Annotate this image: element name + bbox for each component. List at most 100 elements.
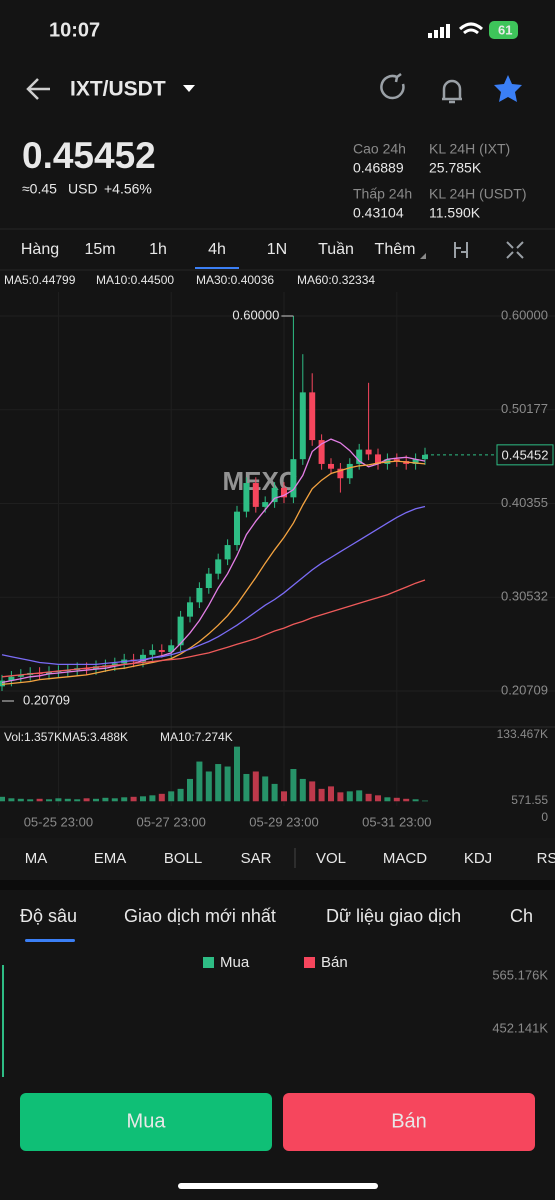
x-tick-label: 05-29 23:00 [249,814,318,829]
back-button[interactable] [26,78,50,100]
last-price: 0.45452 [22,135,156,176]
volume-bar [234,746,240,802]
stat-value: 0.46889 [353,160,404,176]
candle-body [337,468,344,479]
stat-label: Cao 24h [353,141,406,157]
candle-body [422,454,428,460]
home-indicator [178,1183,378,1189]
interval-tab[interactable]: 1N [267,241,287,258]
refresh-icon[interactable] [380,73,405,100]
candle-body [205,573,212,589]
volume-bar [74,799,81,802]
signal [428,24,450,38]
last-price-label: 0.45452 [502,447,549,462]
volume-bar [422,800,428,802]
wifi-icon [458,22,484,35]
interval-tab[interactable]: 15m [84,241,115,258]
status-time: 10:07 [49,19,100,41]
volume-bar [102,797,109,802]
y-tick-label: 0.60000 [501,307,548,322]
volume-tick-label: 133.467K [497,727,548,741]
depth-tick-label: 452.141K [492,1020,548,1035]
volume-bar [8,798,15,802]
volume-bar [290,769,297,802]
action-button[interactable] [283,1093,535,1151]
volume-bar [215,764,222,802]
low-marker-label: 0.20709 [23,692,70,707]
volume-bar [46,799,52,802]
volume-bar [375,795,381,802]
usd-unit: USD [68,181,98,197]
volume-bar [130,796,137,802]
ma-line [1,460,426,686]
indicator-tab[interactable]: KDJ [464,850,492,867]
legend-swatch [304,957,315,968]
candle-body [196,588,203,603]
stat-label: Thấp 24h [353,186,412,202]
volume-bar [121,797,128,802]
interval-tab[interactable]: Hàng [21,241,59,258]
section-tab[interactable]: Giao dịch mới nhất [124,906,276,926]
interval-tab[interactable]: Tuần [318,241,354,258]
y-tick-label: 0.20709 [501,682,548,697]
section-tab[interactable]: Ch [510,906,533,926]
action-button[interactable] [20,1093,272,1151]
y-tick-label: 0.30532 [501,589,548,604]
interval-tab[interactable]: 4h [208,241,226,258]
last-price-tag [496,444,554,466]
section-tab[interactable]: Dữ liệu giao dịch [326,906,461,926]
stat-label: KL 24H (USDT) [429,186,527,202]
indicator-tab[interactable]: SAR [241,850,272,867]
interval-underline [195,267,239,269]
indicator-tab[interactable]: EMA [94,850,127,867]
pair-title[interactable]: IXT/USDT [70,78,166,101]
stat-value: 0.43104 [353,205,404,221]
ma-line [1,505,426,666]
battery-level: 61 [498,22,512,37]
pair-dropdown[interactable] [183,85,195,92]
candle-body [224,545,231,560]
indicator-tab[interactable]: MA [25,850,48,867]
volume-legend: Vol:1.357K [4,730,62,744]
volume-zero-label: 0 [541,810,548,824]
battery [489,21,518,39]
action-button-label[interactable]: Bán [391,1110,427,1132]
candle-body [111,663,118,666]
interval-tab[interactable]: Thêm [375,241,416,258]
candle-body [149,650,156,655]
candle-body [281,487,287,498]
volume-bar [55,798,62,802]
bell-icon[interactable] [442,79,462,104]
fullscreen-icon[interactable] [506,241,524,259]
volume-bar [309,781,316,802]
candle-body [375,454,381,464]
indicator-tab[interactable]: BOLL [164,850,202,867]
candle-body [271,487,278,503]
candle-body [309,392,316,441]
indicator-tab[interactable]: MACD [383,850,427,867]
usd-price: ≈0.45 [22,181,57,197]
volume-tick-label: 571.55 [511,793,548,807]
volume-legend: MA5:3.488K [62,730,128,744]
candle-body [215,559,222,574]
volume-bar [27,799,34,802]
candle-body [262,502,269,507]
section-tab[interactable]: Độ sâu [20,906,77,926]
candle-body [234,511,240,546]
volume-bar [64,798,71,802]
settings-icon[interactable] [454,242,468,258]
action-button-label[interactable]: Mua [127,1110,167,1132]
tab-underline [25,939,75,942]
y-tick-label: 0.50177 [501,401,548,416]
volume-bar [224,766,231,802]
interval-tab[interactable]: 1h [149,241,167,258]
favorite-star[interactable] [494,75,522,102]
indicator-tab[interactable]: RS [537,850,555,867]
more-caret [420,253,426,259]
indicator-tab[interactable]: VOL [316,850,346,867]
ma-line [1,579,426,678]
volume-bar [0,796,5,802]
